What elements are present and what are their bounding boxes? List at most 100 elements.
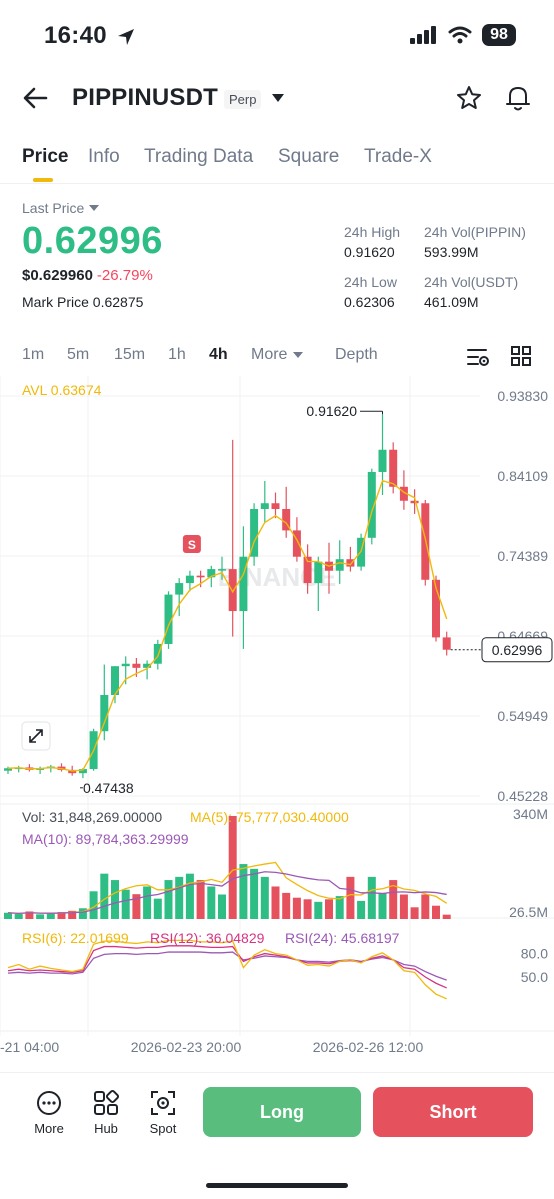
nav-more[interactable]: More xyxy=(24,1089,74,1136)
caret-down-icon xyxy=(89,205,100,211)
hub-grid-icon xyxy=(94,1089,120,1115)
candle-body xyxy=(207,569,216,578)
interval-5m[interactable]: 5m xyxy=(67,346,90,363)
depth-tab[interactable]: Depth xyxy=(335,346,378,363)
volume-bar xyxy=(282,892,291,919)
volume-bar xyxy=(367,876,376,919)
candle-body xyxy=(132,663,141,668)
interval-1h[interactable]: 1h xyxy=(168,346,186,363)
sell-marker xyxy=(182,535,201,553)
volume-bar xyxy=(132,894,141,919)
tab-trading-data[interactable]: Trading Data xyxy=(144,146,254,167)
high-price-label: 0.91620 xyxy=(306,403,357,419)
vol-ma5-label: MA(5): 75,777,030.40000 xyxy=(190,809,349,825)
bell-alert-icon[interactable] xyxy=(505,84,531,112)
last-price-label: Last Price xyxy=(22,200,85,216)
candle-body xyxy=(164,594,173,644)
candle-body xyxy=(100,695,109,732)
volume-bar xyxy=(89,891,98,919)
rsi-axis-label: 80.0 xyxy=(521,946,548,962)
volume-bar xyxy=(100,873,109,919)
volume-bar xyxy=(57,912,66,919)
back-arrow-icon[interactable] xyxy=(20,84,52,112)
sell-marker-label: S xyxy=(188,538,196,552)
price-axis-label: 0.45228 xyxy=(497,788,548,804)
candle-body xyxy=(271,503,280,509)
price-change-percent: -26.79% xyxy=(96,267,153,284)
indicator-settings-icon[interactable] xyxy=(466,346,490,368)
low-24h-label: 24h Low xyxy=(344,274,397,290)
vol-base-label: 24h Vol(PIPPIN) xyxy=(424,224,526,240)
candle-body xyxy=(175,583,184,595)
bottom-action-bar: More Hub Spot Long Short xyxy=(0,1072,554,1199)
candle-body xyxy=(410,500,419,504)
rsi12-line xyxy=(7,945,447,989)
price-axis-label: 0.93830 xyxy=(497,388,548,404)
volume-bar xyxy=(346,876,355,919)
current-price-box xyxy=(481,637,553,663)
candle-body xyxy=(196,575,205,578)
time-axis-label: -21 04:00 xyxy=(0,1039,59,1055)
rsi24-label: RSI(24): 45.68197 xyxy=(285,930,400,946)
last-price-selector[interactable]: Last Price xyxy=(22,200,163,216)
layout-grid-icon[interactable] xyxy=(510,345,532,367)
last-price-value: 0.62996 xyxy=(22,220,163,262)
expand-chart-arrow xyxy=(29,729,43,743)
rsi6-label: RSI(6): 22.01699 xyxy=(22,930,129,946)
interval-15m[interactable]: 15m xyxy=(114,346,146,363)
mark-price-row: Mark Price 0.62875 xyxy=(22,294,163,310)
candle-body xyxy=(335,559,344,571)
volume-bar xyxy=(399,894,408,919)
candle-body xyxy=(111,666,119,695)
candle-body xyxy=(153,643,162,664)
candle-body xyxy=(346,559,355,567)
avl-label: AVL 0.63674 xyxy=(22,382,102,398)
time-axis-label: 2026-02-26 12:00 xyxy=(313,1039,424,1055)
volume-bar xyxy=(314,901,323,919)
star-favorite-icon[interactable] xyxy=(455,84,483,112)
usd-price: $0.629960 xyxy=(22,267,93,284)
volume-bar xyxy=(421,894,430,919)
kline-chart-svg[interactable]: BINANCE 0.938300.841090.743890.646690.54… xyxy=(0,376,554,1064)
candle-body xyxy=(260,503,269,509)
high-24h-value: 0.91620 xyxy=(344,244,395,260)
caret-down-icon xyxy=(293,352,304,358)
tab-bar: Price Info Trading Data Square Trade-X xyxy=(0,140,554,184)
expand-chart-icon[interactable] xyxy=(21,721,51,751)
nav-spot[interactable]: Spot xyxy=(138,1089,188,1136)
avl-line xyxy=(7,479,448,772)
candle-body xyxy=(367,471,376,538)
vol-label: Vol: 31,848,269.00000 xyxy=(22,809,163,825)
pair-title[interactable]: PIPPINUSDT xyxy=(72,84,219,111)
spot-target-icon xyxy=(151,1091,175,1115)
volume-bar xyxy=(432,905,440,919)
tab-price[interactable]: Price xyxy=(22,146,69,167)
candle-body xyxy=(218,569,226,571)
volume-bar xyxy=(196,880,205,919)
battery-indicator: 98 xyxy=(482,24,516,46)
rsi12-label: RSI(12): 36.04829 xyxy=(150,930,265,946)
interval-more-label: More xyxy=(251,346,288,363)
rsi6-line xyxy=(7,939,447,1000)
interval-more[interactable]: More xyxy=(251,346,304,364)
volume-bar xyxy=(164,880,173,919)
long-button[interactable]: Long xyxy=(203,1087,361,1137)
short-button[interactable]: Short xyxy=(373,1087,533,1137)
volume-bar xyxy=(153,898,162,919)
candle-body xyxy=(4,768,12,771)
caret-down-icon[interactable] xyxy=(270,92,286,104)
tab-square[interactable]: Square xyxy=(278,146,340,167)
tab-trade-x[interactable]: Trade-X xyxy=(364,146,432,167)
interval-4h[interactable]: 4h xyxy=(209,346,228,363)
volume-axis-label: 26.5M xyxy=(509,904,548,920)
kline-chart[interactable]: BINANCE 0.93830 0.84109 0.74389 0.64669 0.54… xyxy=(0,376,554,1064)
volume-bar xyxy=(218,894,226,919)
home-indicator xyxy=(206,1183,348,1188)
vol-ma10-label: MA(10): 89,784,363.29999 xyxy=(22,831,189,847)
volume-bar xyxy=(303,899,312,919)
volume-bar xyxy=(389,880,398,919)
interval-1m[interactable]: 1m xyxy=(22,346,45,363)
tab-info[interactable]: Info xyxy=(88,146,120,167)
nav-hub[interactable]: Hub xyxy=(81,1089,131,1136)
volume-bar xyxy=(175,876,184,919)
